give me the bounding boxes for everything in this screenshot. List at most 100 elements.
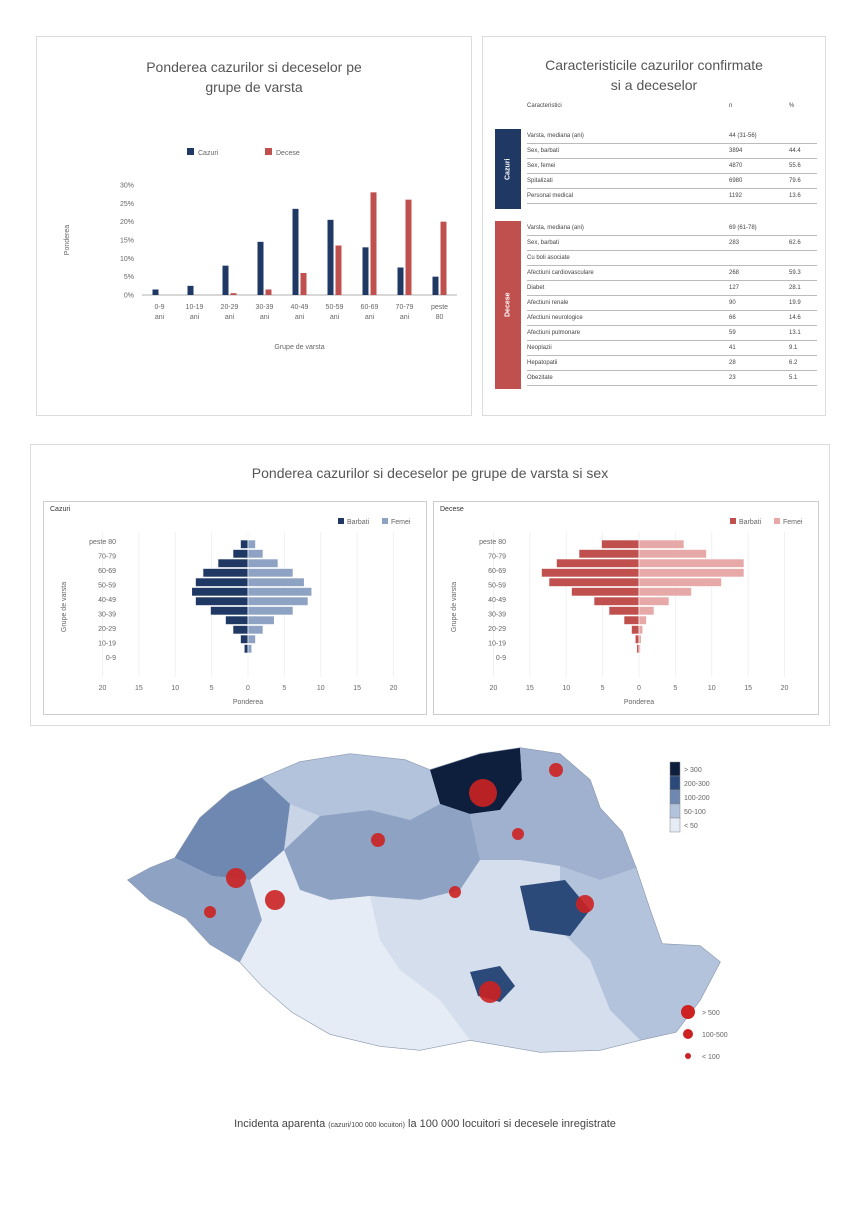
pyramid-y-tick: 70-79 xyxy=(98,554,116,561)
pyramid-x-tick: 5 xyxy=(210,685,214,692)
table-cell: Cu boli asociate xyxy=(527,255,570,261)
pyramid-bar-right-7 xyxy=(638,606,655,616)
table-cell: 62.6 xyxy=(789,240,801,246)
x-tick-label: 0-9 xyxy=(154,304,164,311)
decese-pyramid-panel: Decese Barbati Femei 20 15 10 5 0 5 10 15 20 peste … xyxy=(433,501,819,715)
pyramid-x-tick: 0 xyxy=(637,685,641,692)
map-bubble-7 xyxy=(449,886,461,898)
table-row: Cu boli asociate xyxy=(527,251,817,266)
pyramid-x-tick: 10 xyxy=(562,685,570,692)
table-cell: Sex, barbati xyxy=(527,148,560,154)
pyramid-y-tick: 10-19 xyxy=(488,641,506,648)
map-legend-swatch xyxy=(669,817,681,833)
table-cell: 19.9 xyxy=(789,300,801,306)
x-tick-label-2: ani xyxy=(400,314,410,321)
table-cell: 6.2 xyxy=(789,360,798,366)
x-tick-label-2: 80 xyxy=(436,314,444,321)
y-tick-label: 0% xyxy=(124,293,134,300)
pyramid-bar-left-11 xyxy=(636,644,640,654)
table-cell: Varsta, mediana (ani) xyxy=(527,133,584,139)
header-n: n xyxy=(729,103,733,109)
x-tick-label: 10-19 xyxy=(186,304,204,311)
pyramid-bar-right-9 xyxy=(638,625,644,635)
pyramid-bar-left-6 xyxy=(195,596,249,606)
bubble-legend-label: < 100 xyxy=(702,1054,720,1061)
map-bubble-4 xyxy=(226,868,246,888)
pyramid-y-tick: 70-79 xyxy=(488,554,506,561)
pyramid-legend-label: Barbati xyxy=(347,519,370,526)
pyramid-bar-right-4 xyxy=(638,577,722,587)
bar-cazuri-3 xyxy=(257,241,264,295)
table-cell: 9.1 xyxy=(789,345,798,351)
table-title-line2: si a deceselor xyxy=(610,77,698,93)
pyramid-y-tick: 50-59 xyxy=(488,583,506,590)
table-cell: 127 xyxy=(729,285,740,291)
pyramid-bar-left-8 xyxy=(623,615,640,625)
y-axis-label: Ponderea xyxy=(64,225,71,255)
x-tick-label: 30-39 xyxy=(256,304,274,311)
pyramid-x-tick: 20 xyxy=(490,685,498,692)
pyramid-bar-right-3 xyxy=(638,568,745,578)
pyramid-y-tick: 30-39 xyxy=(488,612,506,619)
bar-chart-panel: Ponderea cazurilor si deceselor pe grupe… xyxy=(36,36,472,416)
legend-label-0: Cazuri xyxy=(198,150,219,157)
pyramid-bar-right-4 xyxy=(247,577,305,587)
pyramid-y-tick: 40-49 xyxy=(98,597,116,604)
legend-label-1: Decese xyxy=(276,150,300,157)
table-row: Sex, barbati 283 62.6 xyxy=(527,236,817,251)
pyramid-bar-right-6 xyxy=(247,596,309,606)
table-row: Afectiuni renale 90 19.9 xyxy=(527,296,817,311)
pyramid-bar-left-11 xyxy=(243,644,249,654)
map-bubble-2 xyxy=(512,828,524,840)
pyramid-x-tick: 20 xyxy=(99,685,107,692)
pyramid-x-tick: 5 xyxy=(601,685,605,692)
bubble-legend-label: 100-500 xyxy=(702,1032,728,1039)
table-row: Afectiuni cardiovasculare 268 59.3 xyxy=(527,266,817,281)
map-legend-swatch xyxy=(669,803,681,819)
pyramid-legend-label: Femei xyxy=(391,519,411,526)
pyramid-x-tick: 10 xyxy=(171,685,179,692)
bar-decese-3 xyxy=(265,289,272,295)
table-cell: 59 xyxy=(729,330,736,336)
cazuri-pyramid-panel: Cazuri Barbati Femei 20 15 10 5 0 5 10 15 20 peste … xyxy=(43,501,427,715)
pyramid-bar-right-7 xyxy=(247,606,294,616)
map-bubble-0 xyxy=(469,779,497,807)
table-row: Sex, barbati 3894 44.4 xyxy=(527,144,817,159)
pyramid-bar-right-10 xyxy=(247,634,256,644)
region-southwest xyxy=(240,850,470,1050)
table-row: Varsta, mediana (ani) 44 (31-56) xyxy=(527,129,817,144)
caption-rest: la 100 000 locuitori si decesele inregis… xyxy=(408,1118,616,1130)
table-cell: 23 xyxy=(729,375,736,381)
pyramid-bar-right-8 xyxy=(638,615,647,625)
bar-decese-6 xyxy=(370,192,377,295)
pyramid-section-title: Ponderea cazurilor si deceselor pe grupe… xyxy=(251,465,609,481)
pyramid-bar-left-0 xyxy=(240,539,249,549)
pyramid-y-tick: 20-29 xyxy=(98,626,116,633)
table-row: Varsta, mediana (ani) 69 (61-78) xyxy=(527,221,817,236)
header-characteristics: Caracteristici xyxy=(527,103,562,109)
cazuri-side-label: Cazuri xyxy=(495,129,521,209)
map-bubble-legend: > 500 100-500 < 100 xyxy=(681,1005,728,1061)
pyramid-x-tick: 5 xyxy=(282,685,286,692)
table-title-line1: Caracteristicile cazurilor confirmate xyxy=(545,57,763,73)
pyramid-bar-right-5 xyxy=(638,587,692,597)
pyramid-x-tick: 5 xyxy=(673,685,677,692)
map-legend-swatch xyxy=(669,789,681,805)
pyramid-bar-left-4 xyxy=(195,577,249,587)
bubble-legend-circle xyxy=(681,1005,695,1019)
table-row: Sex, femei 4870 55.6 xyxy=(527,159,817,174)
table-cell: 3894 xyxy=(729,148,743,154)
cazuri-pyramid-chart: Barbati Femei 20 15 10 5 0 5 10 15 20 peste 80 70-79… xyxy=(61,518,411,706)
pyramid-bar-left-9 xyxy=(631,625,640,635)
region-southeast xyxy=(560,866,720,1040)
y-tick-label: 20% xyxy=(120,219,134,226)
x-tick-label-2: ani xyxy=(365,314,375,321)
map-caption: Incidenta aparenta (cazuri/100 000 locui… xyxy=(0,1118,850,1130)
x-tick-label-2: ani xyxy=(225,314,235,321)
table-cell: 41 xyxy=(729,345,736,351)
table-cell: Varsta, mediana (ani) xyxy=(527,225,584,231)
region-northwest xyxy=(262,754,440,820)
bar-cazuri-0 xyxy=(152,289,159,295)
map-regions xyxy=(126,747,721,1053)
bar-cazuri-5 xyxy=(327,219,334,295)
